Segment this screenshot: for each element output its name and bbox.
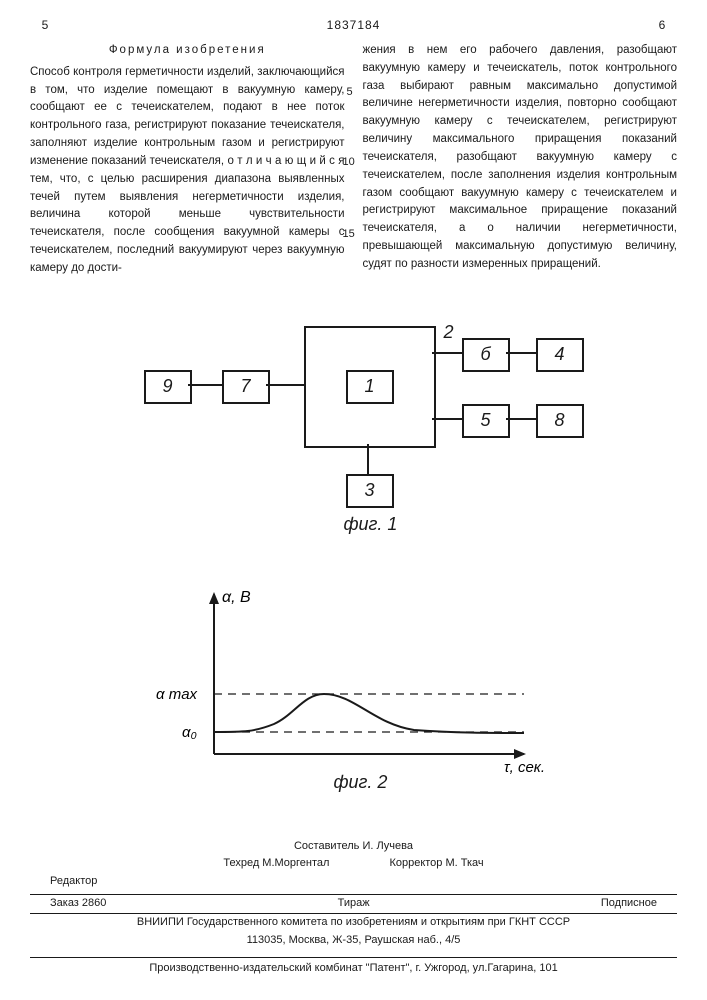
svg-text:α, В: α, В — [222, 589, 251, 606]
figure-2-label: фиг. 2 — [334, 772, 388, 793]
page-num-right: 6 — [647, 18, 677, 32]
svg-text:α max: α max — [156, 686, 198, 703]
footer-techred: Техред М.Моргентал — [223, 855, 329, 873]
figure-1-label: фиг. 1 — [344, 514, 398, 535]
diagram-box-label-2: 2 — [444, 322, 454, 343]
diagram-wire — [188, 384, 222, 386]
line-marker: 15 — [343, 226, 355, 243]
block-diagram: фиг. 1 9721б4583 — [144, 314, 564, 534]
line-marker: 10 — [343, 154, 355, 171]
diagram-wire — [367, 444, 369, 474]
svg-text:τ, сек.: τ, сек. — [504, 759, 545, 776]
diagram-box-b1: 1 — [346, 370, 394, 404]
document-footer: Составитель И. Лучева Техред М.Моргентал… — [30, 838, 677, 978]
text-columns: Формула изобретения Способ контроля герм… — [30, 42, 677, 278]
page-header: 5 1837184 6 — [30, 18, 677, 32]
footer-tirazh: Тираж — [338, 895, 370, 913]
footer-corrector: Корректор М. Ткач — [389, 855, 483, 873]
diagram-wire — [432, 418, 462, 420]
response-curve-chart: α, В τ, сек. α max α₀ фиг. 2 — [154, 584, 554, 814]
right-column-text: жения в нем его рабочего давления, разоб… — [363, 44, 678, 270]
formula-title: Формула изобретения — [30, 42, 345, 60]
diagram-wire — [506, 352, 536, 354]
footer-printer: Производственно-издательский комбинат "П… — [30, 957, 677, 978]
diagram-wire — [506, 418, 536, 420]
diagram-box-b9: 9 — [144, 370, 192, 404]
diagram-box-b7: 7 — [222, 370, 270, 404]
right-column: 5 10 15 жения в нем его рабочего давлени… — [363, 42, 678, 278]
diagram-wire — [266, 384, 304, 386]
svg-text:α₀: α₀ — [182, 724, 197, 741]
footer-editor: Редактор — [30, 873, 677, 891]
left-column-text: Способ контроля герметичности изделий, з… — [30, 66, 345, 274]
page-num-left: 5 — [30, 18, 60, 32]
footer-address: 113035, Москва, Ж-35, Раушская наб., 4/5 — [30, 932, 677, 950]
line-marker: 5 — [347, 84, 353, 101]
footer-org: ВНИИПИ Государственного комитета по изоб… — [30, 914, 677, 932]
diagram-box-b4: 4 — [536, 338, 584, 372]
chart-svg: α, В τ, сек. α max α₀ — [154, 584, 554, 794]
diagram-box-b5: 5 — [462, 404, 510, 438]
footer-subscribe: Подписное — [601, 895, 657, 913]
footer-order: Заказ 2860 — [50, 895, 106, 913]
diagram-wire — [432, 352, 462, 354]
left-column: Формула изобретения Способ контроля герм… — [30, 42, 345, 278]
diagram-box-b3: 3 — [346, 474, 394, 508]
footer-compiler: Составитель И. Лучева — [30, 838, 677, 856]
diagram-box-b8: 8 — [536, 404, 584, 438]
diagram-box-b6: б — [462, 338, 510, 372]
patent-number: 1837184 — [60, 18, 647, 32]
